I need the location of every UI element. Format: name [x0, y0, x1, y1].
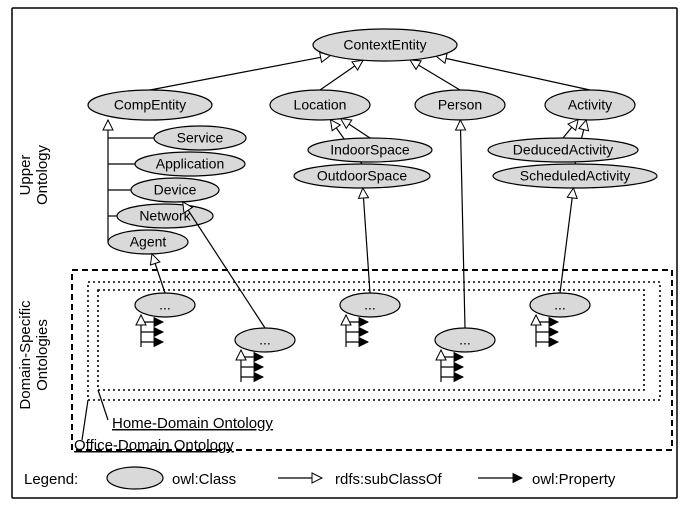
- class-label-application: Application: [156, 156, 225, 172]
- office-domain-pointer: [82, 400, 88, 440]
- legend-label: Legend:: [24, 471, 78, 488]
- subclass-edge: [341, 119, 370, 138]
- legend-property-text: owl:Property: [532, 471, 616, 488]
- home-domain-label: Home-Domain Ontology: [112, 415, 273, 432]
- class-label-compentity: CompEntity: [114, 97, 186, 113]
- subclass-edge: [410, 60, 460, 90]
- domain-class-label: ...: [459, 332, 471, 348]
- class-label-deducedactivity: DeducedActivity: [513, 142, 613, 158]
- domain-class-label: ...: [364, 297, 376, 313]
- domain-subclass-edge: [363, 188, 370, 293]
- subclass-edge: [563, 119, 578, 138]
- domain-ontologies-label: Domain-Specific Ontologies: [17, 300, 51, 410]
- domain-class-label: ...: [159, 297, 171, 313]
- home-domain-pointer: [98, 390, 108, 420]
- domain-class-label: ...: [554, 297, 566, 313]
- class-label-person: Person: [438, 97, 482, 113]
- class-label-agent: Agent: [130, 234, 167, 250]
- subclass-edge: [320, 60, 363, 90]
- upper-ontology-label: Upper Ontology: [17, 144, 51, 205]
- class-label-outdoorspace: OutdoorSpace: [317, 168, 407, 184]
- class-label-activity: Activity: [568, 97, 612, 113]
- class-label-indoorspace: IndoorSpace: [330, 142, 410, 158]
- svg-text:Ontologies: Ontologies: [34, 319, 51, 391]
- class-label-network: Network: [139, 208, 191, 224]
- svg-text:Ontology: Ontology: [34, 144, 51, 205]
- svg-text:Upper: Upper: [17, 155, 34, 196]
- class-label-scheduledactivity: ScheduledActivity: [520, 168, 631, 184]
- class-label-location: Location: [294, 97, 347, 113]
- domain-subclass-edge: [460, 120, 465, 328]
- legend-class-icon: [107, 467, 163, 489]
- class-label-service: Service: [177, 130, 224, 146]
- subclass-edge: [150, 55, 330, 90]
- svg-text:Domain-Specific: Domain-Specific: [17, 300, 34, 410]
- domain-subclass-edge: [560, 188, 573, 293]
- legend-subclass-text: rdfs:subClassOf: [335, 471, 443, 488]
- class-label-device: Device: [154, 182, 197, 198]
- subclass-edge: [436, 56, 590, 90]
- legend-class-text: owl:Class: [172, 471, 236, 488]
- domain-class-label: ...: [259, 332, 271, 348]
- domain-subclass-edge: [152, 254, 165, 293]
- legend: Legend: owl:Class rdfs:subClassOf owl:Pr…: [24, 467, 616, 489]
- class-label-contextentity: ContextEntity: [343, 37, 426, 53]
- office-domain-label: Office-Domain Ontology: [74, 437, 234, 454]
- domain-subclass-edge: [183, 202, 265, 328]
